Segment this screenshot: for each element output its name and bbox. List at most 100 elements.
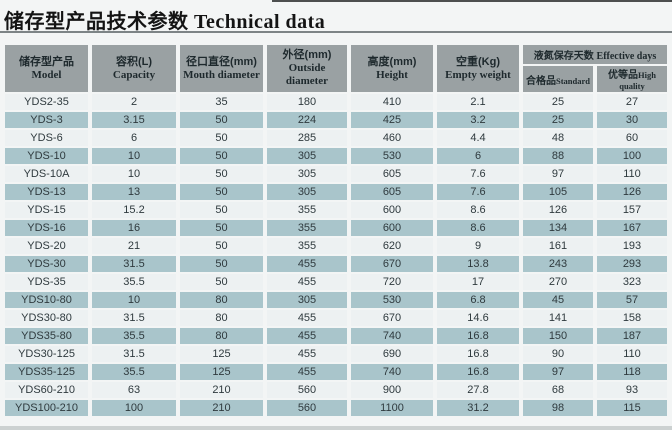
value-cell: 355 bbox=[267, 220, 347, 236]
value-cell: 48 bbox=[523, 130, 593, 146]
value-cell: 17 bbox=[437, 274, 519, 290]
value-cell: 270 bbox=[523, 274, 593, 290]
value-cell: 13.8 bbox=[437, 256, 519, 272]
value-cell: 27.8 bbox=[437, 382, 519, 398]
value-cell: 115 bbox=[597, 400, 667, 416]
header-outside-zh: 外径(mm) bbox=[282, 49, 332, 61]
value-cell: 455 bbox=[267, 256, 347, 272]
value-cell: 6 bbox=[437, 148, 519, 164]
table-row: YDS-13 13 50 305 605 7.6 105 126 bbox=[5, 184, 667, 200]
header-weight-en: Empty weight bbox=[445, 68, 511, 81]
value-cell: 21 bbox=[92, 238, 176, 254]
header-empty-weight: 空重(Kg) Empty weight bbox=[437, 45, 519, 92]
value-cell: 45 bbox=[523, 292, 593, 308]
model-cell: YDS-6 bbox=[5, 130, 88, 146]
value-cell: 187 bbox=[597, 328, 667, 344]
value-cell: 180 bbox=[267, 94, 347, 110]
header-days-zh: 液氮保存天数 bbox=[533, 51, 594, 62]
value-cell: 126 bbox=[523, 202, 593, 218]
header-standard-zh: 合格品 bbox=[525, 75, 556, 87]
model-cell: YDS-30 bbox=[5, 256, 88, 272]
table-row: YDS30-125 31.5 125 455 690 16.8 90 110 bbox=[5, 346, 667, 362]
value-cell: 530 bbox=[351, 148, 433, 164]
header-height-zh: 高度(mm) bbox=[367, 55, 417, 68]
value-cell: 4.4 bbox=[437, 130, 519, 146]
header-mouth-en: Mouth diameter bbox=[183, 68, 260, 81]
value-cell: 740 bbox=[351, 364, 433, 380]
value-cell: 31.5 bbox=[92, 346, 176, 362]
model-cell: YDS30-125 bbox=[5, 346, 88, 362]
value-cell: 134 bbox=[523, 220, 593, 236]
value-cell: 460 bbox=[351, 130, 433, 146]
table-row: YDS35-80 35.5 80 455 740 16.8 150 187 bbox=[5, 328, 667, 344]
model-cell: YDS-10 bbox=[5, 148, 88, 164]
value-cell: 455 bbox=[267, 310, 347, 326]
value-cell: 50 bbox=[180, 148, 263, 164]
model-cell: YDS-3 bbox=[5, 112, 88, 128]
value-cell: 10 bbox=[92, 166, 176, 182]
value-cell: 2.1 bbox=[437, 94, 519, 110]
value-cell: 50 bbox=[180, 220, 263, 236]
value-cell: 68 bbox=[523, 382, 593, 398]
value-cell: 80 bbox=[180, 292, 263, 308]
header-model-en: Model bbox=[31, 68, 62, 81]
value-cell: 80 bbox=[180, 328, 263, 344]
value-cell: 157 bbox=[597, 202, 667, 218]
table-row: YDS-3 3.15 50 224 425 3.2 25 30 bbox=[5, 112, 667, 128]
value-cell: 50 bbox=[180, 202, 263, 218]
header-outside-en: Outside diameter bbox=[285, 62, 329, 87]
value-cell: 25 bbox=[523, 94, 593, 110]
scan-top-edge bbox=[272, 0, 672, 2]
header-mouth-diameter: 径口直径(mm) Mouth diameter bbox=[180, 45, 263, 92]
header-days-en: Effective days bbox=[596, 51, 657, 62]
header-standard-en: Standard bbox=[555, 75, 590, 86]
value-cell: 90 bbox=[523, 346, 593, 362]
value-cell: 63 bbox=[92, 382, 176, 398]
technical-data-table-wrap: 储存型产品 Model 容积(L) Capacity 径口直径(mm) Mout… bbox=[1, 43, 671, 418]
page-title-en: Technical data bbox=[188, 11, 326, 33]
value-cell: 285 bbox=[267, 130, 347, 146]
value-cell: 355 bbox=[267, 238, 347, 254]
value-cell: 158 bbox=[597, 310, 667, 326]
header-capacity-en: Capacity bbox=[112, 68, 156, 81]
header-height: 高度(mm) Height bbox=[351, 45, 433, 92]
value-cell: 670 bbox=[351, 256, 433, 272]
value-cell: 425 bbox=[351, 112, 433, 128]
model-cell: YDS-15 bbox=[5, 202, 88, 218]
value-cell: 530 bbox=[351, 292, 433, 308]
header-effective-days: 液氮保存天数 Effective days bbox=[523, 45, 667, 64]
value-cell: 16.8 bbox=[437, 328, 519, 344]
header-high-en: High quality bbox=[619, 70, 656, 91]
table-row: YDS-30 31.5 50 455 670 13.8 243 293 bbox=[5, 256, 667, 272]
value-cell: 80 bbox=[180, 310, 263, 326]
value-cell: 9 bbox=[437, 238, 519, 254]
model-cell: YDS2-35 bbox=[5, 94, 88, 110]
value-cell: 150 bbox=[523, 328, 593, 344]
table-row: YDS30-80 31.5 80 455 670 14.6 141 158 bbox=[5, 310, 667, 326]
table-row: YDS-20 21 50 355 620 9 161 193 bbox=[5, 238, 667, 254]
value-cell: 118 bbox=[597, 364, 667, 380]
model-cell: YDS-16 bbox=[5, 220, 88, 236]
value-cell: 293 bbox=[597, 256, 667, 272]
table-row: YDS35-125 35.5 125 455 740 16.8 97 118 bbox=[5, 364, 667, 380]
header-mouth-zh: 径口直径(mm) bbox=[186, 55, 257, 68]
value-cell: 455 bbox=[267, 346, 347, 362]
header-standard: 合格品Standard bbox=[523, 66, 593, 92]
model-cell: YDS-20 bbox=[5, 238, 88, 254]
value-cell: 16.8 bbox=[437, 364, 519, 380]
model-cell: YDS30-80 bbox=[5, 310, 88, 326]
model-cell: YDS-35 bbox=[5, 274, 88, 290]
page-title-zh: 储存型产品技术参数 bbox=[4, 11, 189, 33]
value-cell: 900 bbox=[351, 382, 433, 398]
value-cell: 193 bbox=[597, 238, 667, 254]
value-cell: 1100 bbox=[351, 400, 433, 416]
value-cell: 50 bbox=[180, 274, 263, 290]
value-cell: 10 bbox=[92, 292, 176, 308]
table-row: YDS-6 6 50 285 460 4.4 48 60 bbox=[5, 130, 667, 146]
table-row: YDS-15 15.2 50 355 600 8.6 126 157 bbox=[5, 202, 667, 218]
value-cell: 740 bbox=[351, 328, 433, 344]
model-cell: YDS10-80 bbox=[5, 292, 88, 308]
title-divider bbox=[0, 31, 672, 33]
value-cell: 305 bbox=[267, 148, 347, 164]
value-cell: 125 bbox=[180, 364, 263, 380]
